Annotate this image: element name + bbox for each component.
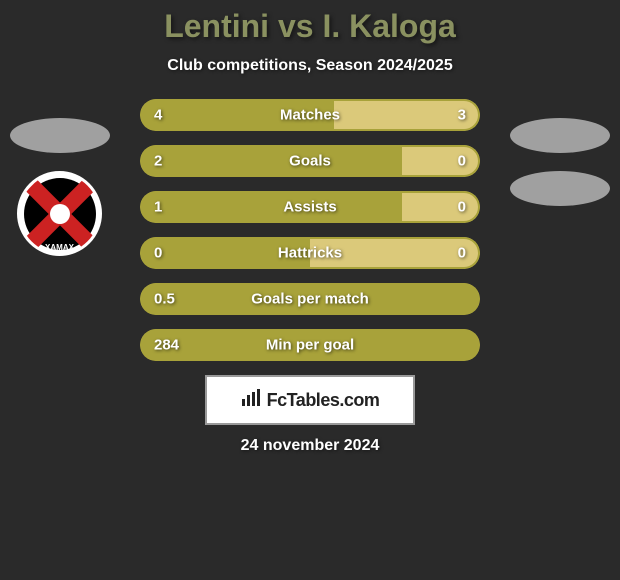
player-right-column: [510, 118, 610, 224]
bar-fill-left: [140, 191, 402, 223]
brand-label: FcTables.com: [267, 390, 380, 411]
stat-row: 4 3 Matches: [140, 99, 480, 131]
player-right-placeholder-icon: [510, 118, 610, 153]
bar-fill-right: [402, 191, 480, 223]
stat-value-left: 0.5: [154, 291, 175, 308]
crest-shield-icon: XAMAX: [24, 178, 96, 250]
stat-value-left: 284: [154, 337, 179, 354]
stats-bars: 4 3 Matches 2 0 Goals 1 0 Assists 0 0 Hattricks 0.5 G…: [140, 99, 480, 361]
bar-fill-right: [402, 145, 480, 177]
stat-value-left: 2: [154, 153, 162, 170]
stat-value-right: 0: [458, 245, 466, 262]
stat-label: Hattricks: [278, 245, 342, 262]
page-title: Lentini vs I. Kaloga: [164, 8, 456, 45]
stat-row: 1 0 Assists: [140, 191, 480, 223]
stat-value-left: 0: [154, 245, 162, 262]
stat-value-right: 0: [458, 199, 466, 216]
team-crest-left: XAMAX: [17, 171, 102, 256]
stat-label: Min per goal: [266, 337, 354, 354]
stat-label: Matches: [280, 107, 340, 124]
player-right-placeholder2-icon: [510, 171, 610, 206]
stat-value-left: 1: [154, 199, 162, 216]
stat-row: 2 0 Goals: [140, 145, 480, 177]
stat-value-right: 3: [458, 107, 466, 124]
brand-chart-icon: [241, 389, 261, 412]
brand-box: FcTables.com: [205, 375, 415, 425]
stat-value-right: 0: [458, 153, 466, 170]
stat-label: Assists: [283, 199, 336, 216]
stat-value-left: 4: [154, 107, 162, 124]
stat-label: Goals: [289, 153, 331, 170]
stat-row: 0 0 Hattricks: [140, 237, 480, 269]
bar-fill-left: [140, 145, 402, 177]
stat-label: Goals per match: [251, 291, 369, 308]
comparison-container: Lentini vs I. Kaloga Club competitions, …: [0, 0, 620, 580]
date-label: 24 november 2024: [241, 437, 380, 455]
stat-row: 0.5 Goals per match: [140, 283, 480, 315]
page-subtitle: Club competitions, Season 2024/2025: [167, 57, 452, 75]
player-left-column: XAMAX: [10, 118, 110, 256]
player-left-placeholder-icon: [10, 118, 110, 153]
crest-team-label: XAMAX: [24, 243, 96, 252]
stat-row: 284 Min per goal: [140, 329, 480, 361]
